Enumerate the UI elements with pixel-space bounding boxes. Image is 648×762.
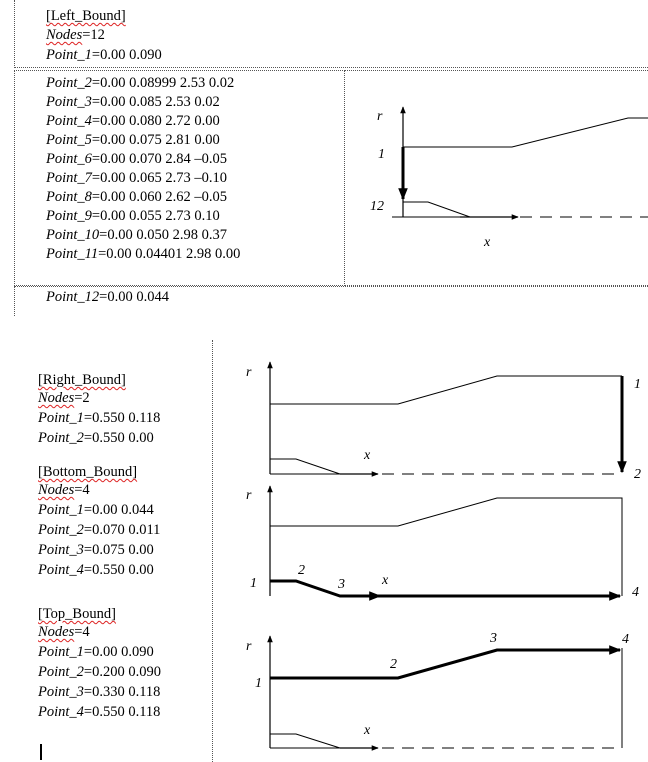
node-12-label: 12: [370, 199, 384, 214]
bottom-bound-point-3: Point_3=0.075 0.00: [38, 542, 154, 558]
bottom-wall: [270, 733, 341, 749]
x-label: x: [363, 723, 371, 738]
node-1-label: 1: [250, 576, 257, 591]
left-bound-header: [Left_Bound]: [46, 8, 126, 24]
left-bound-point-2: Point_2=0.00 0.08999 2.53 0.02: [46, 75, 235, 91]
top-bound-nodes: Nodes=4: [38, 624, 90, 640]
node-2-label: 2: [298, 563, 305, 578]
x-label: x: [381, 573, 389, 588]
bottom-wall: [403, 201, 471, 218]
top-bound-diagram: r x 1 2 3 4: [246, 631, 629, 751]
right-bound-point-1: Point_1=0.550 0.118: [38, 410, 161, 426]
left-bound-diagram-box: [345, 70, 648, 286]
right-bound-header: [Right_Bound]: [38, 372, 126, 388]
node-1-label: 1: [255, 676, 262, 691]
top-bound-point-1: Point_1=0.00 0.090: [38, 644, 154, 660]
node-4-label: 4: [632, 585, 639, 600]
x-label: x: [363, 448, 371, 463]
top-bound-header: [Top_Bound]: [38, 606, 116, 622]
left-bound-point-9: Point_9=0.00 0.055 2.73 0.10: [46, 208, 220, 224]
top-bound-path: [270, 645, 622, 680]
bottom-bound-point-2: Point_2=0.070 0.011: [38, 522, 161, 538]
left-bound-points-box: [14, 70, 345, 286]
node-1-label: 1: [634, 377, 641, 392]
top-wall: [270, 375, 622, 405]
left-bound-point-10: Point_10=0.00 0.050 2.98 0.37: [46, 227, 227, 243]
bottom-wall: [270, 458, 341, 475]
r-label: r: [246, 639, 252, 654]
top-bound-point-3: Point_3=0.330 0.118: [38, 684, 161, 700]
r-label: r: [246, 488, 252, 503]
left-bound-point-6: Point_6=0.00 0.070 2.84 –0.05: [46, 151, 227, 167]
text-cursor: [40, 744, 42, 760]
x-label: x: [483, 235, 491, 250]
r-label: r: [246, 365, 252, 380]
node-2-label: 2: [390, 657, 397, 672]
r-label: r: [377, 109, 383, 124]
left-bound-footer-box: [14, 286, 648, 316]
left-bound-nodes: Nodes=12: [46, 27, 105, 43]
left-bound-point-8: Point_8=0.00 0.060 2.62 –0.05: [46, 189, 227, 205]
node-2-label: 2: [634, 467, 641, 482]
top-bound-point-2: Point_2=0.200 0.090: [38, 664, 161, 680]
bottom-bound-point-4: Point_4=0.550 0.00: [38, 562, 154, 578]
top-bound-point-4: Point_4=0.550 0.118: [38, 704, 161, 720]
bottom-bound-nodes: Nodes=4: [38, 482, 90, 498]
left-bound-point-12: Point_12=0.00 0.044: [46, 289, 169, 305]
left-bound-diagram: r x 1 12: [370, 106, 648, 250]
left-bound-point-4: Point_4=0.00 0.080 2.72 0.00: [46, 113, 220, 129]
bottom-bound-header: [Bottom_Bound]: [38, 464, 138, 480]
left-bound-point-1: Point_1=0.00 0.090: [46, 47, 162, 63]
left-bound-point-5: Point_5=0.00 0.075 2.81 0.00: [46, 132, 220, 148]
top-wall: [270, 497, 623, 596]
node-4-label: 4: [622, 632, 629, 647]
bottom-bound-diagram: r x 1 2 3 4: [246, 485, 639, 601]
node-1-label: 1: [378, 147, 385, 162]
left-bound-header-box: [14, 0, 648, 68]
right-bound-nodes: Nodes=2: [38, 390, 90, 406]
right-bound-diagram: r x 1 2: [246, 361, 641, 482]
node-3-label: 3: [337, 577, 345, 592]
right-bound-point-2: Point_2=0.550 0.00: [38, 430, 154, 446]
node-3-label: 3: [489, 631, 497, 646]
text-column-divider: [212, 340, 213, 762]
left-bound-point-7: Point_7=0.00 0.065 2.73 –0.10: [46, 170, 227, 186]
top-wall: [403, 117, 648, 148]
left-bound-point-3: Point_3=0.00 0.085 2.53 0.02: [46, 94, 220, 110]
left-bound-point-11: Point_11=0.00 0.04401 2.98 0.00: [46, 246, 241, 262]
bottom-bound-path: [270, 579, 622, 601]
bottom-bound-point-1: Point_1=0.00 0.044: [38, 502, 154, 518]
